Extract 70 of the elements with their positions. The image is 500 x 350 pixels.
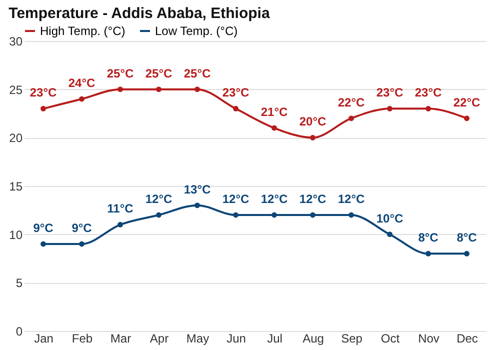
point <box>40 241 46 247</box>
point <box>387 106 392 112</box>
y-tick-label: 20 <box>9 131 23 146</box>
point <box>118 86 123 92</box>
data-label: 12°C <box>260 192 288 206</box>
data-label: 12°C <box>145 192 172 206</box>
data-label: 12°C <box>299 192 326 206</box>
point <box>79 96 84 102</box>
x-tick-label: May <box>186 332 210 346</box>
data-label: 23°C <box>222 86 250 100</box>
y-tick-label: 10 <box>9 228 23 242</box>
point <box>156 212 162 218</box>
x-tick-label: Jan <box>34 332 54 346</box>
point <box>118 222 123 228</box>
data-label: 8°C <box>456 230 478 245</box>
data-label: 21°C <box>260 105 288 119</box>
data-label: 22°C <box>453 95 480 110</box>
x-tick-label: Oct <box>380 332 400 346</box>
point <box>272 212 277 218</box>
data-label: 23°C <box>376 86 404 100</box>
data-label: 10°C <box>376 211 404 226</box>
point <box>464 116 470 122</box>
y-tick-label: 15 <box>9 180 23 194</box>
data-label: 25°C <box>106 66 134 80</box>
point <box>348 212 354 218</box>
point <box>156 86 162 92</box>
point <box>426 106 431 112</box>
point <box>387 232 392 238</box>
data-label: 23°C <box>414 86 442 100</box>
x-tick-label: Feb <box>72 332 93 346</box>
legend-label: Low Temp. (°C) <box>155 24 238 38</box>
legend-label: High Temp. (°C) <box>40 24 126 38</box>
x-tick-label: Sep <box>341 332 363 346</box>
point <box>233 212 238 218</box>
point <box>464 250 470 256</box>
x-tick-label: Jun <box>226 332 246 346</box>
y-tick-label: 5 <box>16 276 23 290</box>
point <box>40 106 46 112</box>
point <box>194 86 200 92</box>
point <box>233 106 238 112</box>
data-label: 25°C <box>145 66 172 80</box>
data-label: 12°C <box>222 192 250 206</box>
point <box>348 116 354 122</box>
data-label: 25°C <box>184 66 211 80</box>
data-label: 8°C <box>418 230 439 245</box>
point <box>310 212 316 218</box>
data-label: 23°C <box>30 86 57 100</box>
data-label: 24°C <box>68 76 96 90</box>
data-label: 9°C <box>33 221 54 235</box>
y-tick-label: 25 <box>9 82 23 97</box>
x-tick-label: Apr <box>150 332 169 346</box>
data-label: 22°C <box>338 95 365 110</box>
x-tick-label: Aug <box>302 332 324 346</box>
point <box>310 134 316 140</box>
y-tick-label: 30 <box>9 34 23 48</box>
point <box>272 125 277 131</box>
point <box>79 241 84 247</box>
point <box>426 250 431 256</box>
x-tick-label: Dec <box>456 332 478 346</box>
point <box>194 202 200 208</box>
data-label: 9°C <box>72 221 92 235</box>
x-tick-label: Jul <box>267 332 282 346</box>
x-tick-label: Mar <box>110 332 132 346</box>
data-label: 12°C <box>338 192 365 206</box>
chart-title: Temperature - Addis Ababa, Ethiopia <box>8 5 270 22</box>
x-tick-label: Nov <box>418 332 440 346</box>
data-label: 11°C <box>107 202 134 216</box>
data-label: 20°C <box>299 114 326 129</box>
y-tick-label: 0 <box>16 324 23 338</box>
data-label: 13°C <box>184 182 211 196</box>
